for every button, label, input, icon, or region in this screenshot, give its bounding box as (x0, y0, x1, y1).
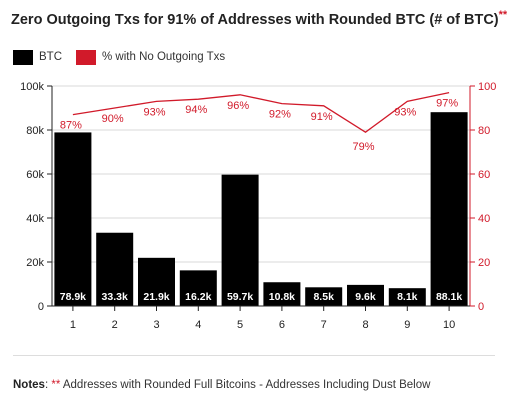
right-tick-label: 80 (478, 125, 490, 137)
notes-footnote-mark: ** (51, 379, 61, 391)
left-tick-label: 20k (26, 257, 44, 269)
right-tick-label: 100 (478, 81, 496, 93)
left-tick-label: 0 (38, 301, 44, 313)
bar-9 (388, 288, 426, 306)
x-tick-label-5: 5 (237, 319, 243, 331)
bar-series: 78.9k 33.3k 21.9k 16.2k 59.7k 10.8k 8.5k 9.6k 8.… (54, 112, 468, 307)
chart-title-text: Zero Outgoing Txs for 91% of Addresses w… (11, 11, 499, 28)
bar-label-3: 21.9k (143, 291, 169, 303)
legend-item-btc[interactable]: BTC (13, 49, 62, 65)
right-tick-label: 40 (478, 213, 490, 225)
x-tick-label-7: 7 (321, 319, 327, 331)
bar-label-5: 59.7k (227, 291, 253, 303)
pct-line (72, 91, 450, 133)
axes: 0 20k 40k 60k 80k 100k 0 20 40 60 80 100 1 2 3 4 5 6 7 8 9 10 (20, 81, 496, 331)
x-tick-label-4: 4 (195, 319, 201, 331)
bar-label-7: 8.5k (313, 291, 334, 303)
bar-2 (96, 232, 134, 306)
legend-label-btc: BTC (39, 51, 62, 63)
bar-label-8: 9.6k (355, 291, 376, 303)
left-tick-label: 40k (26, 213, 44, 225)
bar-label-9: 8.1k (397, 291, 418, 303)
pct-label-6: 92% (269, 109, 291, 121)
x-tick-label-6: 6 (279, 319, 285, 331)
x-tick-label-9: 9 (404, 319, 410, 331)
bar-10 (430, 112, 468, 307)
x-tick-label-8: 8 (362, 319, 368, 331)
bar-4 (179, 270, 217, 306)
title-footnote-mark: ** (498, 9, 507, 21)
right-tick-label: 0 (478, 301, 484, 313)
bar-label-4: 16.2k (185, 291, 211, 303)
bar-7 (305, 287, 343, 306)
pct-label-9: 93% (394, 106, 416, 118)
pct-label-10: 97% (436, 98, 458, 110)
pct-label-7: 91% (311, 111, 333, 123)
x-tick-label-10: 10 (443, 319, 455, 331)
chart-title: Zero Outgoing Txs for 91% of Addresses w… (11, 9, 507, 28)
legend-swatch-btc (13, 49, 33, 65)
pct-label-8: 79% (352, 141, 374, 153)
pct-label-2: 90% (102, 113, 124, 125)
x-tick-label-3: 3 (153, 319, 159, 331)
legend: BTC % with No Outgoing Txs (13, 49, 239, 65)
bar-1 (54, 132, 92, 306)
pct-label-5: 96% (227, 100, 249, 112)
legend-label-pct: % with No Outgoing Txs (102, 51, 226, 63)
notes-divider (13, 355, 495, 356)
left-tick-label: 60k (26, 169, 44, 181)
left-tick-label: 100k (20, 81, 44, 93)
right-tick-label: 60 (478, 169, 490, 181)
bar-5 (221, 174, 259, 306)
pct-label-3: 93% (143, 106, 165, 118)
bar-label-10: 88.1k (436, 291, 462, 303)
notes-label: Notes (13, 379, 45, 391)
pct-label-4: 94% (185, 104, 207, 116)
x-tick-label-1: 1 (70, 319, 76, 331)
pct-label-1: 87% (60, 120, 82, 132)
bar-6 (263, 282, 301, 306)
bar-8 (347, 284, 384, 306)
bar-label-6: 10.8k (269, 291, 295, 303)
bar-3 (138, 257, 175, 306)
bar-label-1: 78.9k (60, 291, 86, 303)
legend-item-pct[interactable]: % with No Outgoing Txs (76, 49, 226, 65)
left-tick-label: 80k (26, 125, 44, 137)
bar-label-2: 33.3k (102, 291, 128, 303)
x-tick-label-2: 2 (112, 319, 118, 331)
notes-text: Addresses with Rounded Full Bitcoins - A… (62, 379, 431, 391)
legend-swatch-pct (76, 49, 96, 65)
line-series: 87% 90% 93% 94% 96% 92% 91% 79% 93% 97% (60, 91, 458, 153)
right-tick-label: 20 (478, 257, 490, 269)
notes: Notes: ** Addresses with Rounded Full Bi… (13, 379, 431, 391)
